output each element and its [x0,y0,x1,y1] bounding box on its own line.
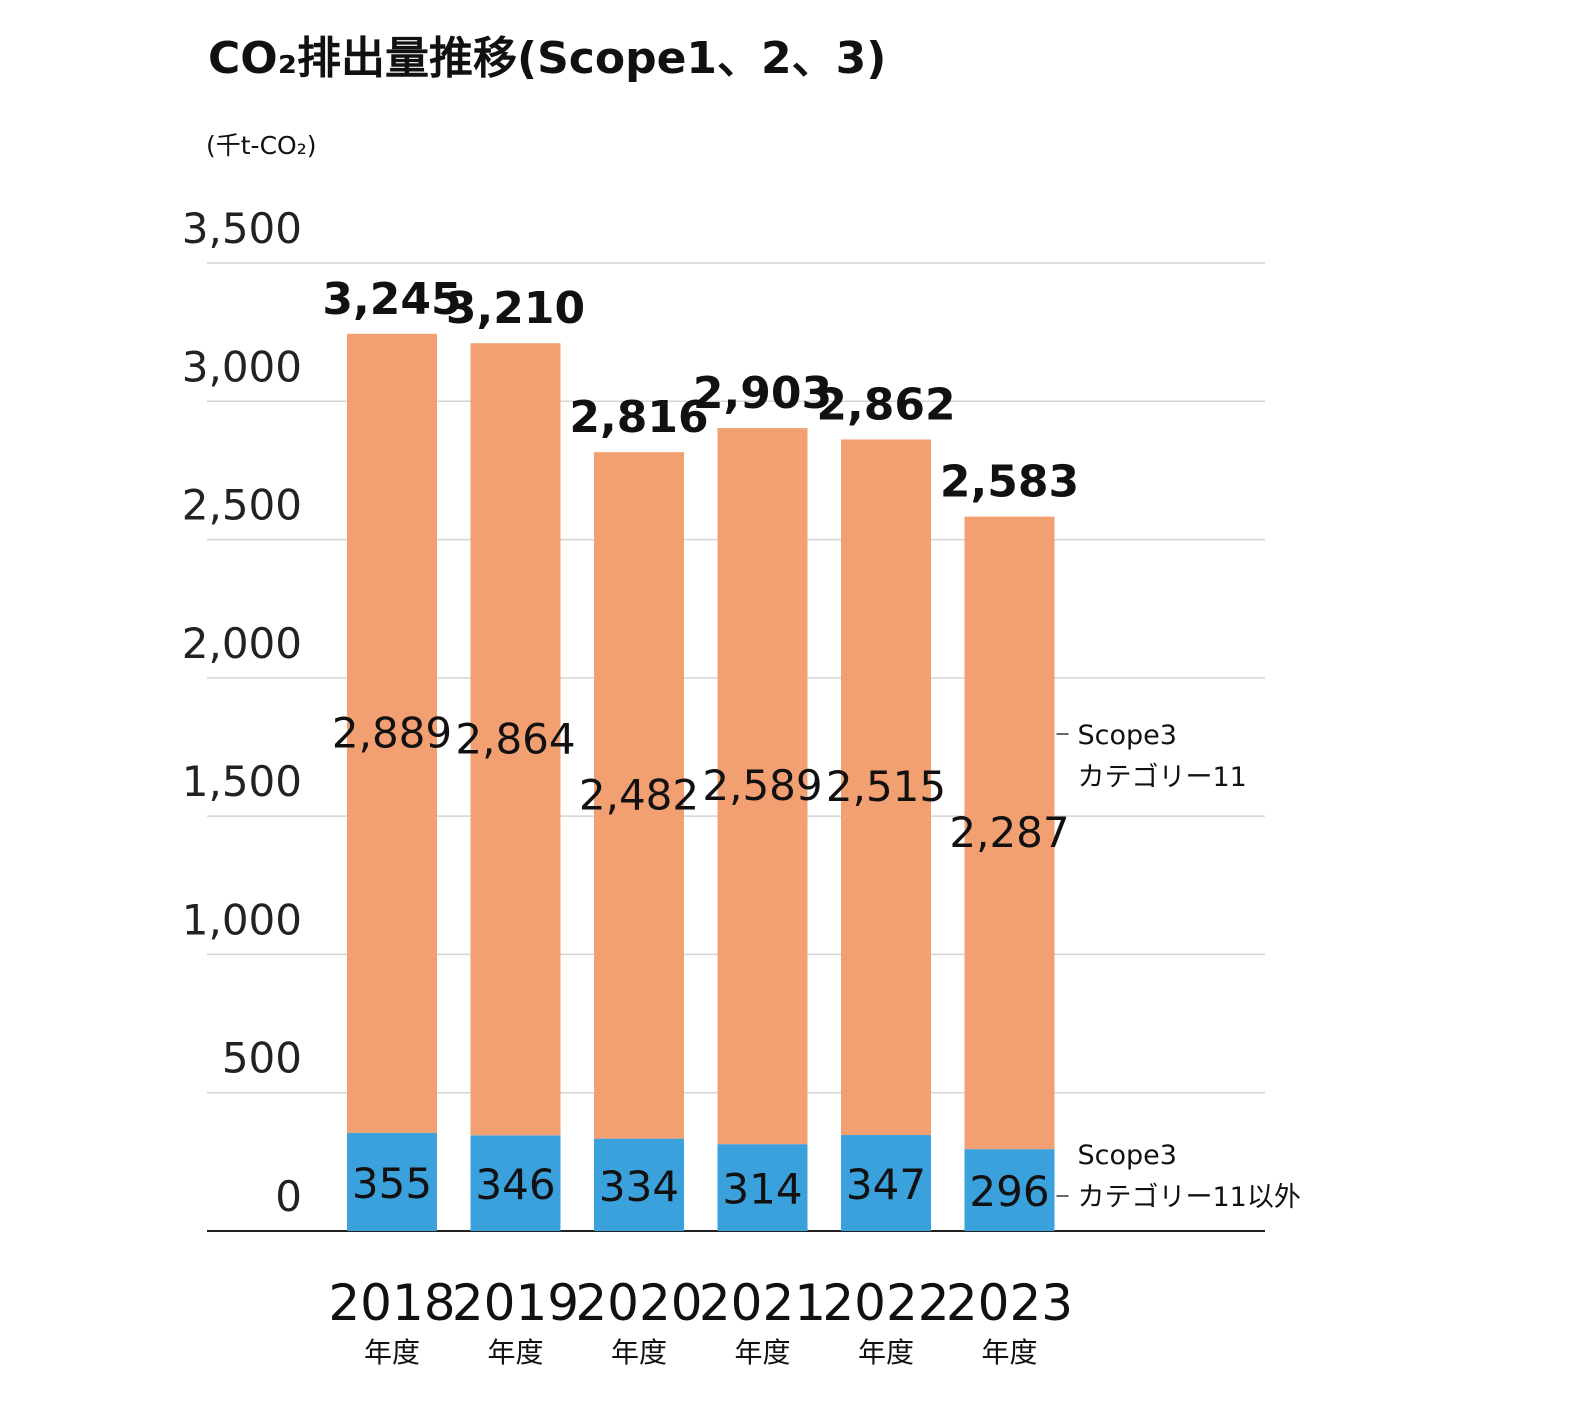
x-tick-label-suffix: 年度 [734,1336,790,1369]
segment-value-label: 347 [846,1160,926,1209]
segment-value-label: 346 [475,1160,555,1209]
bar-segment-scope3-other [964,1149,1055,1231]
x-tick-label-year: 2021 [699,1274,826,1332]
y-tick-label: 1,500 [182,757,302,806]
total-value-label: 3,210 [446,283,585,334]
bar-segment-scope3-cat11 [964,516,1055,1150]
legend-label-scope3-cat11: カテゴリー11 [1078,762,1247,793]
x-tick-label-suffix: 年度 [858,1336,914,1369]
bar-segment-scope3-other [594,1138,684,1231]
total-value-label: 2,903 [693,368,832,419]
bar-segment-scope3-other [841,1135,931,1231]
x-tick-label-year: 2022 [822,1274,949,1332]
segment-value-label: 2,889 [332,708,452,757]
y-tick-label: 3,000 [182,342,302,391]
total-value-label: 2,583 [940,457,1079,508]
x-tick-label-year: 2018 [328,1274,455,1332]
segment-value-label: 2,864 [455,714,575,763]
total-value-label: 3,245 [322,274,461,325]
bar-segment-scope3-cat11 [717,428,808,1145]
bar-segment-scope3-other [347,1132,437,1231]
y-tick-label: 3,500 [182,204,302,253]
y-tick-label: 2,000 [182,619,302,668]
x-tick-label-year: 2020 [575,1274,702,1332]
bar-segment-scope3-other [717,1144,808,1231]
y-axis-unit-label: (千t-CO₂) [206,131,317,160]
bar-segment-scope3-cat11 [594,452,684,1139]
bar-segment-scope3-cat11 [347,333,437,1133]
legend-label-scope3-other: カテゴリー11以外 [1078,1182,1301,1213]
legend: Scope3 カテゴリー11 Scope3 カテゴリー11以外 [1056,720,1301,1213]
segment-value-label: 334 [599,1162,679,1211]
y-tick-label: 1,000 [182,895,302,944]
y-tick-label: 2,500 [182,481,302,530]
segment-value-label: 296 [969,1167,1049,1216]
y-tick-label: 500 [222,1034,302,1083]
legend-label-scope3-cat11: Scope3 [1078,720,1177,751]
segment-value-label: 2,482 [579,770,699,819]
segment-value-label: 314 [722,1165,802,1214]
segment-value-label: 355 [352,1159,432,1208]
y-tick-label: 0 [275,1172,302,1221]
bar-segment-scope3-cat11 [470,343,561,1136]
bar-segment-scope3-other [470,1135,561,1231]
bars [347,333,1055,1231]
legend-label-scope3-other: Scope3 [1078,1140,1177,1171]
total-value-label: 2,862 [816,379,955,430]
y-axis-ticks: 0 500 1,000 1,500 2,000 2,500 3,000 3,500 [182,204,302,1221]
x-tick-label-suffix: 年度 [487,1336,543,1369]
x-tick-label-year: 2019 [452,1274,579,1332]
x-tick-label-suffix: 年度 [364,1336,420,1369]
x-tick-label-suffix: 年度 [611,1336,667,1369]
bar-segment-scope3-cat11 [841,439,931,1136]
segment-value-label: 2,589 [702,761,822,810]
x-axis-ticks: 2018 年度 2019 年度 2020 年度 2021 年度 2022 年度 2023 年度 [328,1274,1073,1369]
segment-value-label: 2,515 [826,762,946,811]
chart-title: CO₂排出量推移(Scope1、2、3) [208,33,887,84]
total-value-label: 2,816 [569,392,708,443]
x-tick-label-year: 2023 [946,1274,1073,1332]
data-labels: 355 2,889 3,245 346 2,864 3,210 334 2,482 2,816 3… [322,274,1079,1216]
x-tick-label-suffix: 年度 [981,1336,1037,1369]
segment-value-label: 2,287 [949,808,1069,857]
